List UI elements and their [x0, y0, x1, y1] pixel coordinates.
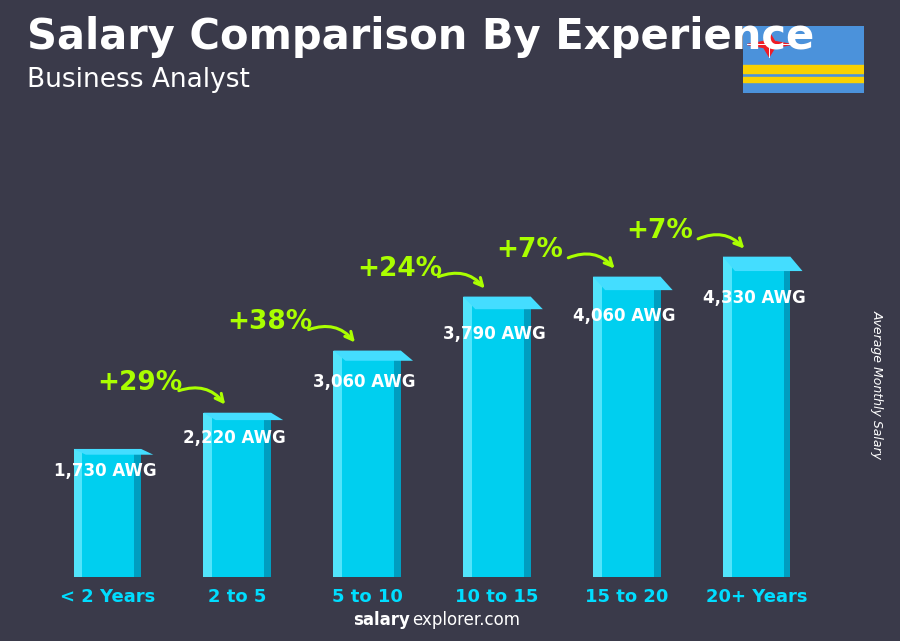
Text: 4,060 AWG: 4,060 AWG — [573, 306, 675, 324]
FancyArrowPatch shape — [179, 388, 223, 402]
Bar — [265, 413, 271, 577]
Text: 3,790 AWG: 3,790 AWG — [443, 324, 545, 343]
Bar — [333, 351, 400, 577]
Text: Salary Comparison By Experience: Salary Comparison By Experience — [27, 16, 814, 58]
FancyArrowPatch shape — [698, 235, 742, 246]
Text: 4,330 AWG: 4,330 AWG — [703, 288, 806, 306]
FancyArrowPatch shape — [309, 326, 353, 340]
Polygon shape — [723, 256, 803, 271]
Text: +24%: +24% — [357, 256, 442, 282]
Bar — [653, 277, 661, 577]
Polygon shape — [74, 449, 153, 454]
Bar — [74, 449, 141, 577]
Bar — [723, 256, 732, 577]
Bar — [203, 413, 212, 577]
FancyArrowPatch shape — [438, 273, 482, 286]
Text: +38%: +38% — [227, 309, 312, 335]
Polygon shape — [333, 351, 413, 361]
Bar — [464, 297, 531, 577]
Text: +7%: +7% — [496, 237, 562, 263]
Text: 1,730 AWG: 1,730 AWG — [53, 462, 156, 479]
Bar — [742, 65, 864, 73]
Bar — [74, 449, 83, 577]
Bar — [593, 277, 602, 577]
Bar — [333, 351, 342, 577]
Text: Average Monthly Salary: Average Monthly Salary — [871, 310, 884, 459]
Polygon shape — [593, 277, 672, 290]
Bar — [742, 77, 864, 81]
Bar — [723, 256, 790, 577]
Text: salary: salary — [353, 612, 410, 629]
Bar — [784, 256, 790, 577]
Bar — [593, 277, 661, 577]
Text: Business Analyst: Business Analyst — [27, 67, 250, 94]
Text: +7%: +7% — [626, 218, 693, 244]
Bar — [464, 297, 472, 577]
Text: explorer.com: explorer.com — [412, 612, 520, 629]
Bar — [394, 351, 400, 577]
Bar — [134, 449, 141, 577]
FancyArrowPatch shape — [568, 254, 612, 266]
Polygon shape — [464, 297, 543, 309]
Polygon shape — [203, 413, 284, 420]
Text: +29%: +29% — [97, 370, 183, 395]
Text: 2,220 AWG: 2,220 AWG — [184, 429, 286, 447]
Polygon shape — [747, 32, 791, 56]
Bar — [203, 413, 271, 577]
Bar — [524, 297, 531, 577]
Text: 3,060 AWG: 3,060 AWG — [313, 373, 416, 391]
